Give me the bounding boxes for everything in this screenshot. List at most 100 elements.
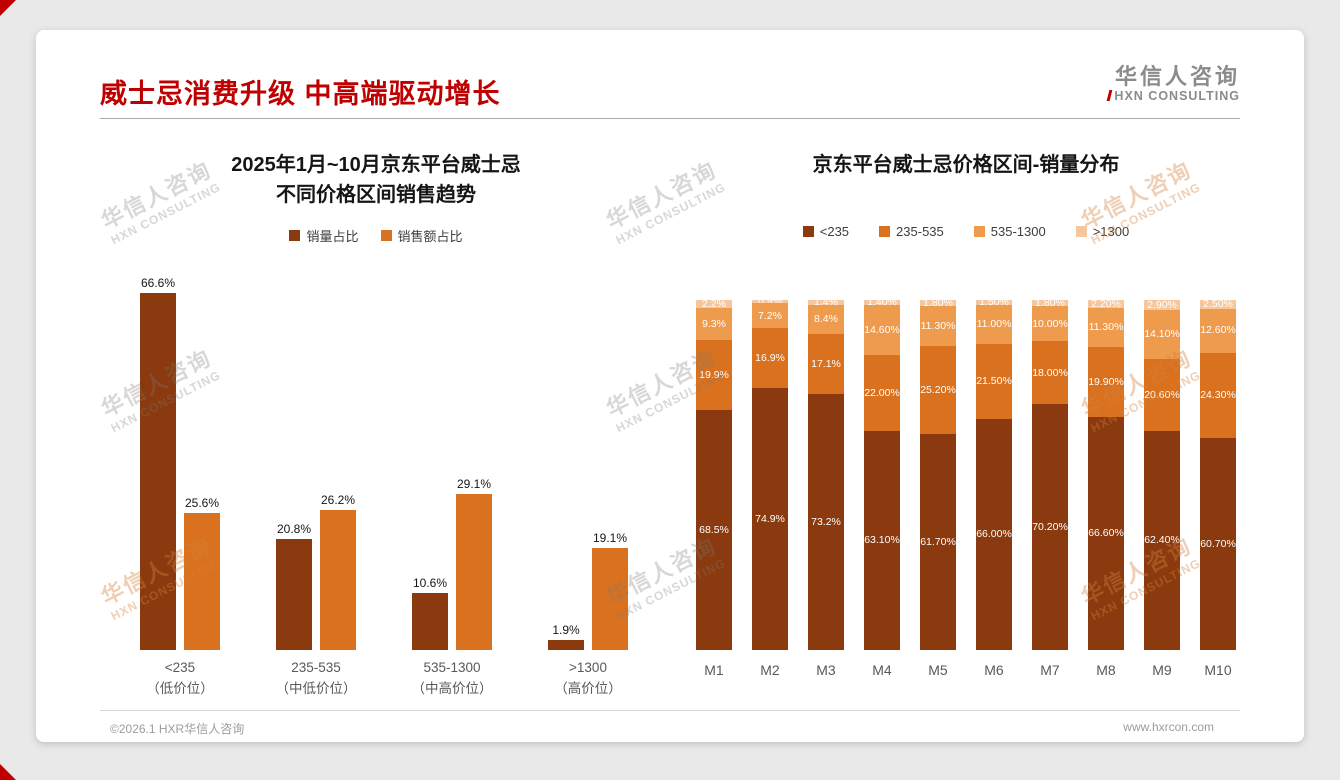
bar-segment: 2.2% [696, 299, 732, 309]
segment-value-label: 18.00% [1032, 366, 1068, 379]
bar [184, 512, 220, 650]
bar-column: 26.2% [320, 275, 356, 650]
bar-segment: 17.1% [808, 334, 844, 395]
segment-value-label: 20.60% [1144, 389, 1180, 402]
right-chart-title: 京东平台威士忌价格区间-销量分布 [812, 154, 1120, 176]
stack-cell: 1.80% 10.00% 18.00% 70.20% [1022, 296, 1078, 650]
month-label: M1 [704, 662, 724, 678]
bar-value-label: 1.9% [552, 622, 580, 637]
legend-label: 235-535 [896, 224, 944, 239]
segment-value-label: 73.2% [811, 515, 841, 528]
segment-value-label: 61.70% [920, 535, 956, 548]
category-label: >1300 （高价位） [554, 660, 622, 696]
stack-cell: 2.20% 11.30% 19.90% 66.60% [1078, 297, 1134, 650]
bar-segment: 22.00% [864, 355, 900, 432]
segment-value-label: 1.50% [979, 296, 1009, 309]
stacked-bar: 0.9% 7.2% 16.9% 74.9% [752, 296, 788, 650]
bar-segment: 61.70% [920, 434, 956, 650]
segment-value-label: 7.2% [758, 309, 782, 322]
bar-segment: 2.50% [1200, 299, 1236, 309]
legend-swatch [802, 226, 814, 237]
brand-logo-cn: 华信人咨询 [1114, 64, 1240, 89]
bar-value-label: 19.1% [592, 530, 628, 545]
bar [412, 593, 448, 650]
segment-value-label: 66.60% [1088, 527, 1124, 540]
slide-card: 威士忌消费升级 中高端驱动增长 华信人咨询 HXN CONSULTING 202… [36, 30, 1304, 742]
segment-value-label: 10.00% [1032, 317, 1068, 330]
segment-value-label: 17.1% [811, 357, 841, 370]
legend-label: 535-1300 [990, 224, 1046, 239]
segment-value-label: 19.9% [699, 368, 729, 381]
segment-value-label: 2.20% [1091, 297, 1121, 310]
bar-segment: 2.90% [1144, 300, 1180, 311]
stack-cell: 1.40% 14.60% 22.00% 63.10% [854, 297, 910, 650]
segment-value-label: 14.60% [864, 323, 900, 336]
header-divider [100, 118, 1240, 119]
segment-value-label: 60.70% [1200, 537, 1236, 550]
bar-segment: 14.10% [1144, 310, 1180, 360]
chart-legend: <235 235-535 535-1300 >1300 [676, 224, 1256, 239]
bar-column: 1.9% [548, 275, 584, 650]
segment-value-label: 8.4% [814, 313, 838, 326]
legend-swatch [973, 226, 985, 237]
bar-column: 20.8% [276, 275, 312, 650]
segment-value-label: 0.9% [758, 295, 782, 308]
bar-column: 29.1% [456, 275, 492, 650]
stack-cell: 1.4% 8.4% 17.1% 73.2% [798, 297, 854, 650]
bar-segment: 18.00% [1032, 341, 1068, 405]
bar-segment: 1.4% [808, 297, 844, 307]
bar-segment: 24.30% [1200, 352, 1236, 438]
bar [548, 639, 584, 650]
bar-value-label: 20.8% [276, 521, 312, 536]
stacked-bar-chart: 京东平台威士忌价格区间-销量分布 <235 235-535 535-1300 >1300… [676, 140, 1256, 710]
bar-value-label: 29.1% [456, 477, 492, 492]
stacked-bar: 1.40% 14.60% 22.00% 63.10% [864, 297, 900, 650]
month-label: M2 [760, 662, 780, 678]
bar-column: 10.6% [412, 275, 448, 650]
bar-segment: 70.20% [1032, 404, 1068, 650]
bar-value-label: 10.6% [412, 576, 448, 591]
bar-segment: 19.90% [1088, 347, 1124, 417]
bar-segment: 68.5% [696, 409, 732, 650]
footer-website: www.hxrcon.com [1123, 720, 1214, 734]
stacked-bar: 2.50% 12.60% 24.30% 60.70% [1200, 299, 1236, 650]
bar-value-label: 66.6% [140, 276, 176, 291]
legend-item: 销售额占比 [380, 226, 463, 245]
legend-label: 销量占比 [306, 229, 359, 244]
corner-accent-bottom-left [0, 764, 16, 780]
x-axis-labels: <235 （低价位） 235-535 （中低价位） 535-1300 （中高价位） >130… [112, 658, 656, 700]
bar-segment: 21.50% [976, 343, 1012, 420]
legend-swatch [879, 226, 891, 237]
legend-item: <235 [802, 224, 849, 239]
segment-value-label: 1.80% [1035, 296, 1065, 309]
stack-cell: 2.50% 12.60% 24.30% 60.70% [1190, 299, 1246, 650]
brand-logo: 华信人咨询 HXN CONSULTING [1107, 64, 1240, 104]
bar-segment: 12.60% [1200, 308, 1236, 353]
segment-value-label: 25.20% [920, 383, 956, 396]
bar-segment: 7.2% [752, 303, 788, 329]
bar-segment: 2.20% [1088, 297, 1124, 310]
segment-value-label: 1.80% [923, 296, 953, 309]
left-chart-title: 2025年1月~10月京东平台威士忌 不同价格区间销售趋势 [231, 154, 521, 206]
segment-value-label: 68.5% [699, 523, 729, 536]
month-label: M10 [1204, 662, 1232, 678]
footer-divider [100, 710, 1240, 711]
corner-accent-top-left [0, 0, 16, 16]
segment-value-label: 12.60% [1200, 324, 1236, 337]
legend-item: 235-535 [879, 224, 944, 239]
bar-segment: 1.80% [1032, 296, 1068, 309]
bar-segment: 66.00% [976, 419, 1012, 650]
bar-column: 19.1% [592, 275, 628, 650]
stacked-bar-plot: 2.2% 9.3% 19.9% 68.5% 0.9% 7.2% 16.9% 74.9% 1.4%… [686, 296, 1246, 650]
bar-segment: 62.40% [1144, 431, 1180, 650]
month-label: M6 [984, 662, 1004, 678]
stacked-bar: 2.20% 11.30% 19.90% 66.60% [1088, 297, 1124, 650]
stacked-bar: 1.50% 11.00% 21.50% 66.00% [976, 296, 1012, 650]
bar-segment: 16.9% [752, 328, 788, 388]
category-label: 235-535 （中低价位） [275, 660, 357, 696]
grouped-bar-plot: 66.6% 25.6% 20.8% 26.2% 10.6% 29.1% 1.9% 19.1% [112, 275, 656, 650]
segment-value-label: 74.9% [755, 512, 785, 525]
bar-group: 1.9% 19.1% [520, 275, 656, 650]
brand-logo-en-text: HXN CONSULTING [1114, 89, 1240, 104]
bar-segment: 60.70% [1200, 437, 1236, 650]
